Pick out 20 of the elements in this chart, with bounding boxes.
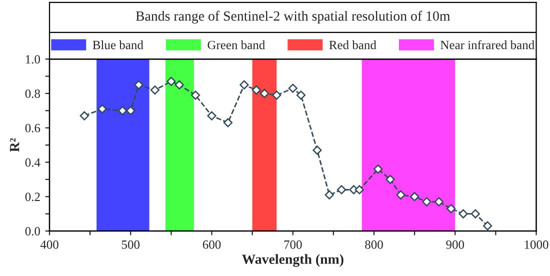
x-tick-label: 800 — [365, 240, 383, 249]
chart-title: Bands range of Sentinel-2 with spatial resolution of 10m — [136, 10, 450, 24]
x-tick-label: 400 — [40, 240, 58, 249]
y-tick-label: 1.0 — [26, 55, 40, 64]
y-axis-title: R² — [10, 138, 20, 152]
y-tick-label: 0.6 — [25, 124, 40, 132]
x-axis-title: Wavelength (nm) — [242, 254, 344, 267]
y-tick-label: 0.4 — [25, 158, 40, 167]
y-tick-label: 0.0 — [25, 227, 40, 236]
legend-label: Blue band — [92, 40, 144, 50]
legend-label: Near infrared band — [440, 40, 534, 50]
x-tick-label: 900 — [446, 240, 464, 249]
x-tick-label: 500 — [122, 240, 140, 249]
y-tick-label: 0.8 — [25, 89, 40, 98]
y-tick-label: 0.2 — [25, 192, 40, 202]
legend-label: Red band — [329, 40, 376, 50]
legend-label: Green band — [208, 40, 265, 50]
x-tick-label: 600 — [202, 240, 221, 249]
x-tick-label: 1000 — [524, 240, 548, 249]
x-tick-label: 700 — [284, 240, 302, 249]
